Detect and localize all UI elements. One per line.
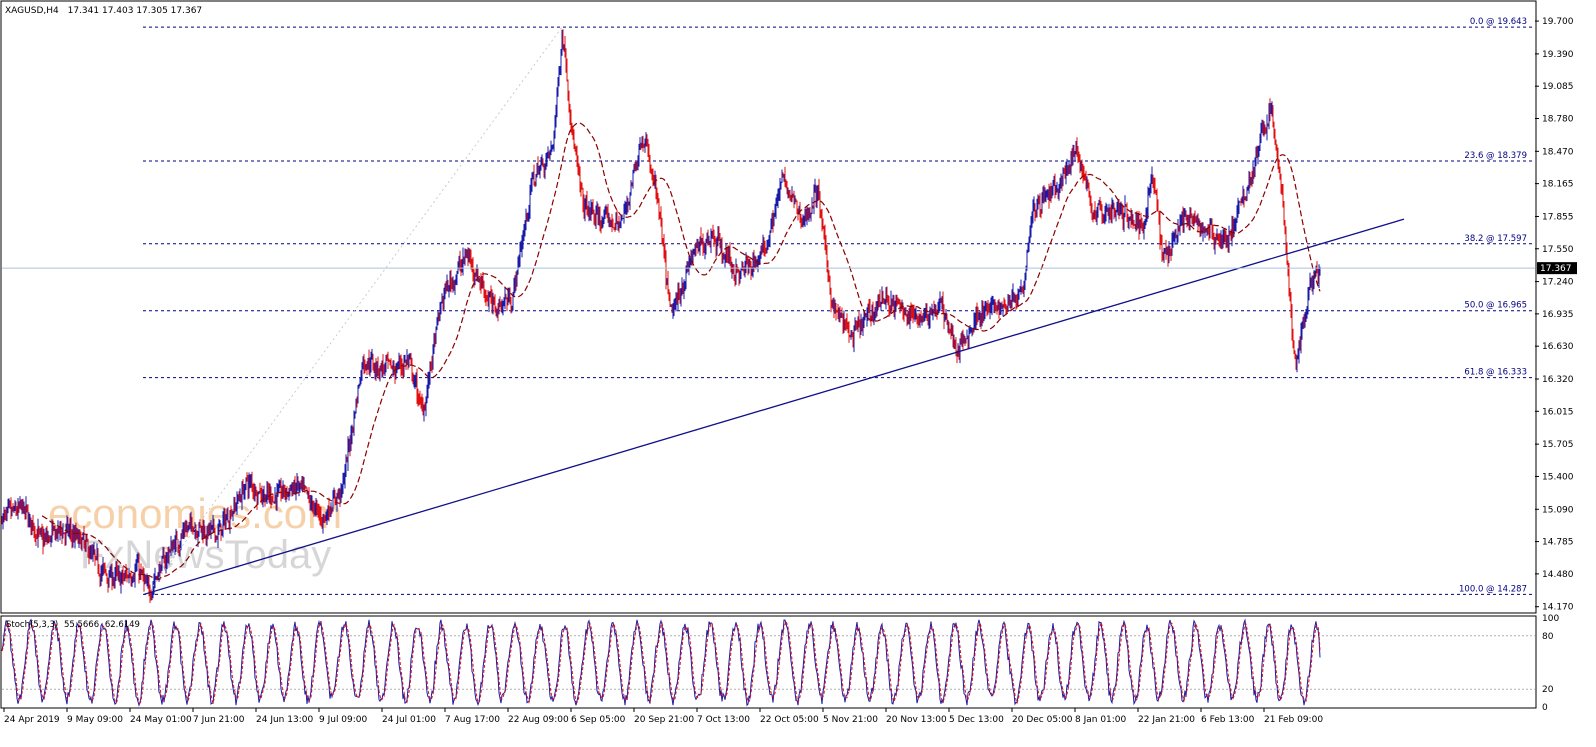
time-tick-label: 7 Aug 17:00 — [445, 715, 500, 725]
time-tick-label: 20 Sep 21:00 — [634, 715, 694, 725]
stoch-label: Stoch(5,3,3) — [6, 620, 58, 630]
last-price-tag: 17.367 — [1537, 262, 1577, 275]
price-tick-label: 17.550 — [1542, 245, 1574, 255]
moving-average-line — [41, 122, 1321, 579]
support-trendline[interactable] — [143, 218, 1405, 595]
price-tick-label: 15.090 — [1542, 505, 1574, 515]
price-tick-label: 14.785 — [1542, 538, 1574, 548]
time-tick-label: 6 Feb 13:00 — [1201, 715, 1255, 725]
stoch-main-value: 55.5666 — [64, 620, 99, 630]
price-tick-label: 19.390 — [1542, 50, 1574, 60]
price-tick-label: 16.015 — [1542, 407, 1574, 417]
time-tick-label: 5 Dec 13:00 — [949, 715, 1004, 725]
time-tick-label: 24 Jul 01:00 — [382, 715, 436, 725]
stoch-tick-label: 100 — [1542, 614, 1559, 624]
price-tick-label: 19.700 — [1542, 17, 1574, 27]
time-tick-label: 20 Dec 05:00 — [1012, 715, 1073, 725]
time-tick-label: 22 Oct 05:00 — [760, 715, 819, 725]
stoch-signal-value: 62.6149 — [105, 620, 140, 630]
stochastic-oscillator — [1, 618, 1535, 707]
price-tick-label: 15.705 — [1542, 440, 1574, 450]
price-axis: 19.700 19.390 19.085 18.780 18.470 18.165 17.8… — [1535, 17, 1574, 613]
time-tick-label: 7 Jun 21:00 — [193, 715, 245, 725]
symbol-header: XAGUSD,H4 17.341 17.403 17.305 17.367 — [5, 6, 202, 16]
stoch-pane-frame — [0, 615, 1537, 709]
time-tick-label: 9 Jul 09:00 — [319, 715, 368, 725]
time-tick-label: 5 Nov 21:00 — [823, 715, 878, 725]
time-tick-label: 22 Aug 09:00 — [508, 715, 569, 725]
price-tick-label: 18.780 — [1542, 114, 1574, 124]
price-tick-label: 16.935 — [1542, 310, 1574, 320]
fib-level-label: 61.8 @ 16.333 — [1464, 368, 1527, 378]
last-price-label: 17.367 — [1540, 264, 1572, 274]
price-tick-label: 19.085 — [1542, 82, 1574, 92]
time-tick-label: 24 Jun 13:00 — [256, 715, 313, 725]
fibonacci-levels: 0.0 @ 19.643 23.6 @ 18.379 38.2 @ 17.597 50… — [143, 17, 1534, 595]
fib-level-label: 50.0 @ 16.965 — [1464, 301, 1527, 311]
time-tick-label: 6 Sep 05:00 — [571, 715, 626, 725]
fib-level-label: 0.0 @ 19.643 — [1470, 17, 1527, 27]
time-tick-label: 22 Jan 21:00 — [1138, 715, 1195, 725]
time-tick-label: 7 Oct 13:00 — [697, 715, 750, 725]
price-tick-label: 18.165 — [1542, 180, 1574, 190]
price-tick-label: 16.630 — [1542, 342, 1574, 352]
price-tick-label: 17.240 — [1542, 278, 1574, 288]
symbol-label: XAGUSD,H4 — [5, 6, 59, 16]
fib-level-label: 23.6 @ 18.379 — [1464, 151, 1527, 161]
stoch-main-line — [1, 618, 1321, 707]
time-tick-label: 24 Apr 2019 — [4, 715, 60, 725]
fib-level-label: 38.2 @ 17.597 — [1464, 234, 1527, 244]
main-pane-frame — [0, 0, 1537, 614]
stoch-signal-line — [1, 619, 1321, 706]
price-tick-label: 14.170 — [1542, 603, 1574, 613]
time-tick-label: 20 Nov 13:00 — [886, 715, 947, 725]
time-tick-label: 9 May 09:00 — [67, 715, 123, 725]
price-tick-label: 18.470 — [1542, 147, 1574, 157]
stoch-tick-label: 80 — [1542, 632, 1554, 642]
stoch-axis: 100 80 20 0 — [1542, 614, 1559, 713]
stoch-header: Stoch(5,3,3) 55.5666 62.6149 — [6, 620, 140, 630]
time-tick-label: 21 Feb 09:00 — [1264, 715, 1323, 725]
stoch-tick-label: 0 — [1542, 703, 1548, 713]
stoch-tick-label: 20 — [1542, 685, 1554, 695]
time-tick-label: 8 Jan 01:00 — [1075, 715, 1127, 725]
price-tick-label: 17.855 — [1542, 212, 1574, 222]
time-tick-label: 24 May 01:00 — [130, 715, 192, 725]
fib-anchor-line — [146, 26, 563, 595]
ohlc-values: 17.341 17.403 17.305 17.367 — [68, 6, 203, 16]
fib-level-label: 100.0 @ 14.287 — [1459, 584, 1527, 594]
price-tick-label: 14.480 — [1542, 570, 1574, 580]
price-tick-label: 16.320 — [1542, 375, 1574, 385]
time-axis: 24 Apr 2019 9 May 09:00 24 May 01:00 7 Jun … — [3, 708, 1323, 725]
price-tick-label: 15.400 — [1542, 472, 1574, 482]
